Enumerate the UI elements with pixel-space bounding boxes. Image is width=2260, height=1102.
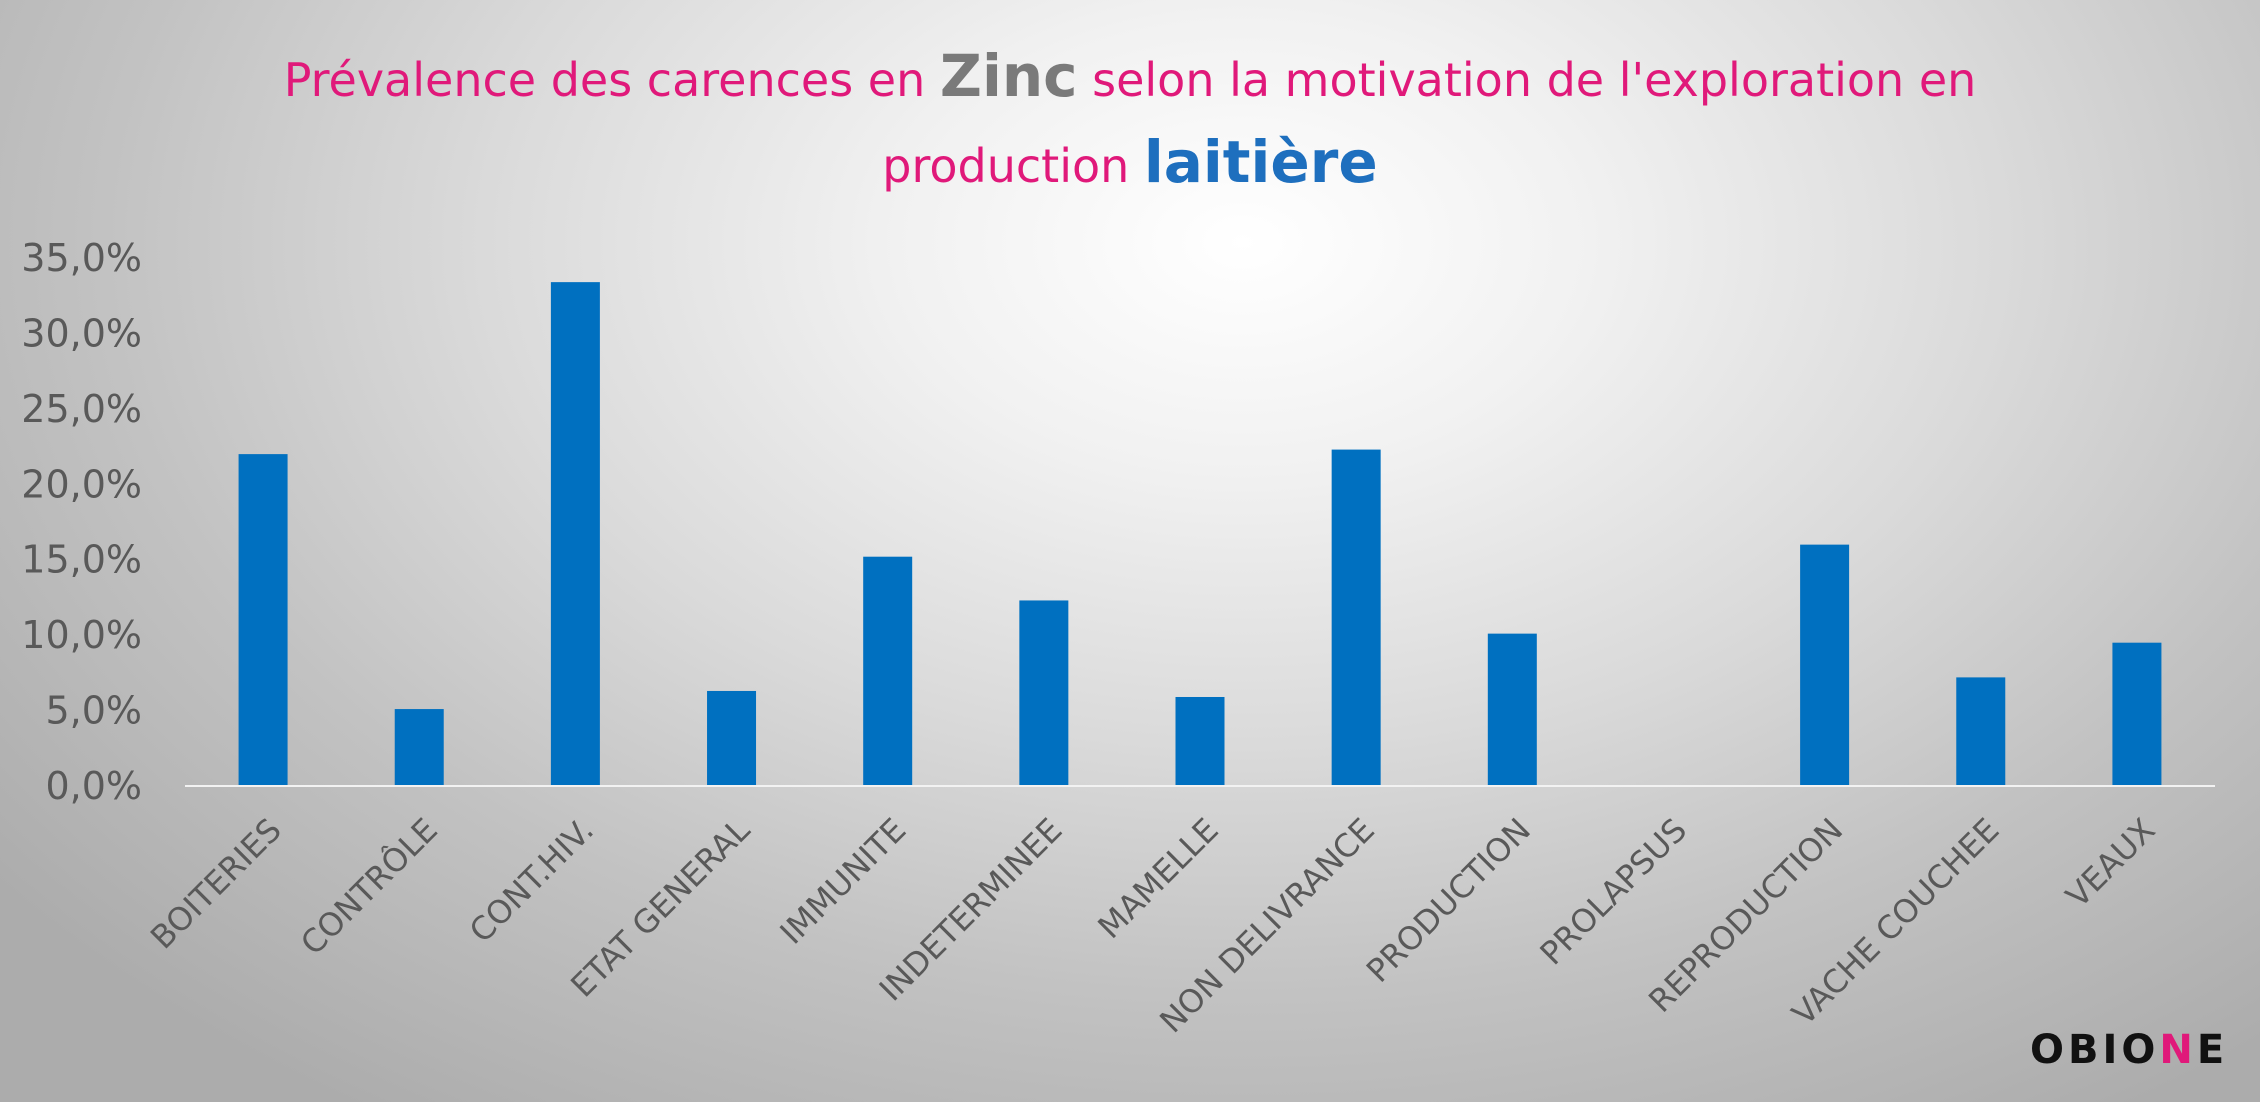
logo-text-start: OBIO xyxy=(2030,1027,2160,1073)
bar xyxy=(550,282,600,786)
y-tick-label: 5,0% xyxy=(45,689,142,733)
bar xyxy=(1800,544,1850,786)
chart-title-line2: production laitière xyxy=(882,128,1377,196)
y-tick-label: 20,0% xyxy=(21,462,142,506)
y-tick-label: 15,0% xyxy=(21,538,142,582)
bar xyxy=(863,556,913,786)
title-part2: selon la motivation de l'exploration en xyxy=(1078,53,1977,107)
x-tick-label: PRODUCTION xyxy=(1359,811,1538,990)
x-tick-label: PROLAPSUS xyxy=(1533,811,1695,973)
y-tick-label: 10,0% xyxy=(21,613,142,657)
title-part3: production xyxy=(882,139,1144,193)
x-tick-label: BOITERIES xyxy=(143,811,289,957)
bar xyxy=(1175,696,1225,786)
bar xyxy=(1956,677,2006,786)
plot-area: 0,0% 5,0% 10,0% 15,0% 20,0% 25,0% 30,0% 35,0% BO… xyxy=(21,236,2215,1040)
bar xyxy=(1331,449,1381,786)
bar xyxy=(1019,600,1069,786)
obione-logo: OBIONE xyxy=(2030,1030,2228,1070)
x-tick-label: MAMELLE xyxy=(1090,811,1225,946)
x-tick-label: CONTRÔLE xyxy=(293,810,445,962)
y-tick-label: 35,0% xyxy=(21,236,142,280)
bar xyxy=(394,709,444,786)
title-emph-laitiere: laitière xyxy=(1144,128,1378,196)
chart-title-line1: Prévalence des carences en Zinc selon la… xyxy=(284,42,1977,110)
x-tick-label: VEAUX xyxy=(2058,811,2162,915)
y-tick-label: 30,0% xyxy=(21,311,142,355)
y-tick-label: 25,0% xyxy=(21,387,142,431)
y-tick-label: 0,0% xyxy=(45,764,142,808)
logo-text-end: E xyxy=(2196,1027,2229,1073)
bar xyxy=(707,690,757,786)
title-emph-zinc: Zinc xyxy=(940,42,1078,110)
logo-text-mark: N xyxy=(2159,1027,2197,1073)
bar xyxy=(2112,642,2162,786)
x-tick-label: CONT.HIV. xyxy=(462,811,601,950)
title-part1: Prévalence des carences en xyxy=(284,53,940,107)
bar xyxy=(1487,633,1537,786)
x-tick-label: IMMUNITE xyxy=(772,811,913,952)
bar xyxy=(238,454,288,786)
